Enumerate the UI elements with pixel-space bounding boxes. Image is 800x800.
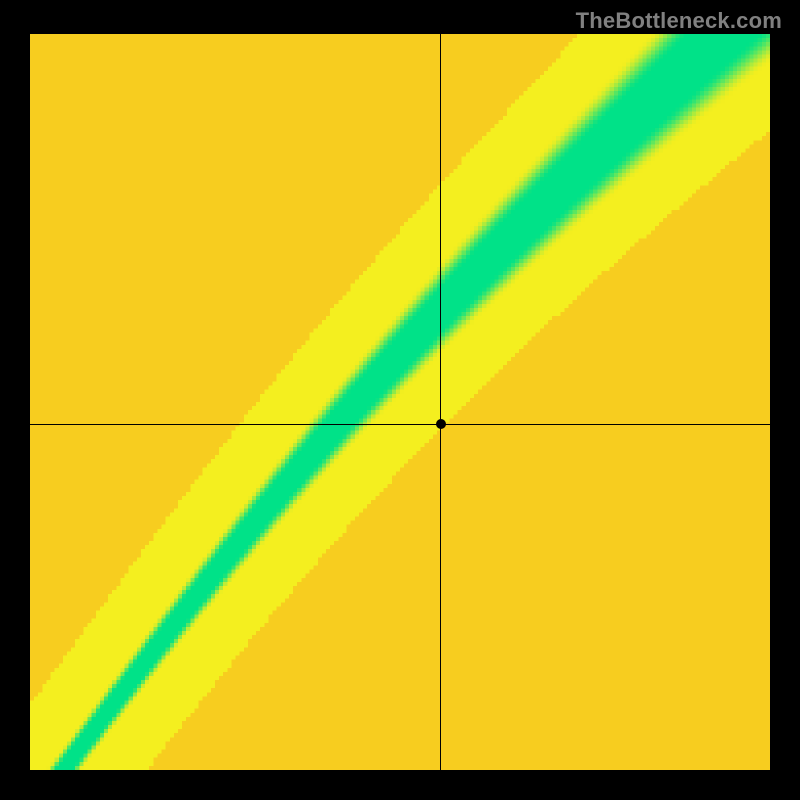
crosshair-vertical <box>440 34 441 770</box>
watermark-text: TheBottleneck.com <box>576 8 782 34</box>
crosshair-horizontal <box>30 424 770 425</box>
marker-dot <box>436 419 446 429</box>
heatmap-canvas <box>30 34 770 770</box>
heatmap-plot <box>30 34 770 770</box>
